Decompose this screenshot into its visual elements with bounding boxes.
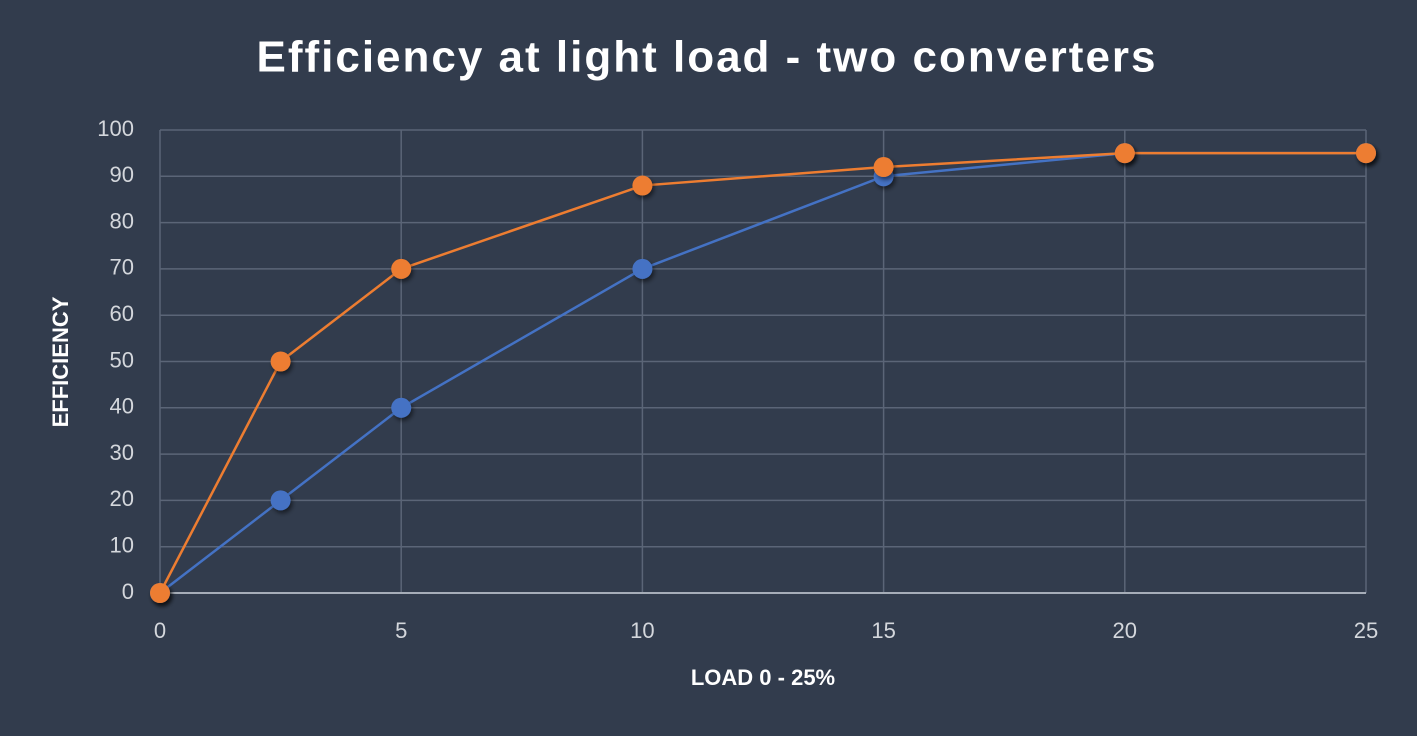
- x-tick-label: 15: [871, 618, 895, 643]
- data-point: [1114, 143, 1135, 164]
- x-tick-label: 5: [395, 618, 407, 643]
- y-tick-label: 0: [122, 579, 134, 604]
- data-point: [391, 397, 412, 418]
- data-point: [632, 258, 653, 279]
- chart-title: Efficiency at light load - two converter…: [256, 33, 1157, 82]
- y-tick-label: 10: [110, 533, 134, 558]
- y-tick-label: 40: [110, 394, 134, 419]
- data-point: [632, 175, 653, 196]
- data-point: [1356, 143, 1376, 164]
- y-tick-label: 50: [110, 347, 134, 372]
- x-tick-label: 25: [1354, 618, 1378, 643]
- data-point: [873, 157, 894, 178]
- data-point: [270, 490, 291, 511]
- data-point: [391, 258, 412, 279]
- data-point: [270, 351, 291, 372]
- y-tick-label: 70: [110, 255, 134, 280]
- y-tick-label: 60: [110, 301, 134, 326]
- x-tick-label: 10: [630, 618, 654, 643]
- y-tick-label: 90: [110, 162, 134, 187]
- x-tick-label: 20: [1113, 618, 1137, 643]
- x-axis-title: LOAD 0 - 25%: [691, 665, 835, 690]
- y-tick-label: 80: [110, 208, 134, 233]
- y-tick-label: 20: [110, 486, 134, 511]
- x-tick-label: 0: [154, 618, 166, 643]
- y-tick-label: 100: [97, 116, 134, 141]
- data-point: [150, 583, 170, 603]
- y-tick-label: 30: [110, 440, 134, 465]
- y-axis-title: EFFICIENCY: [48, 296, 73, 427]
